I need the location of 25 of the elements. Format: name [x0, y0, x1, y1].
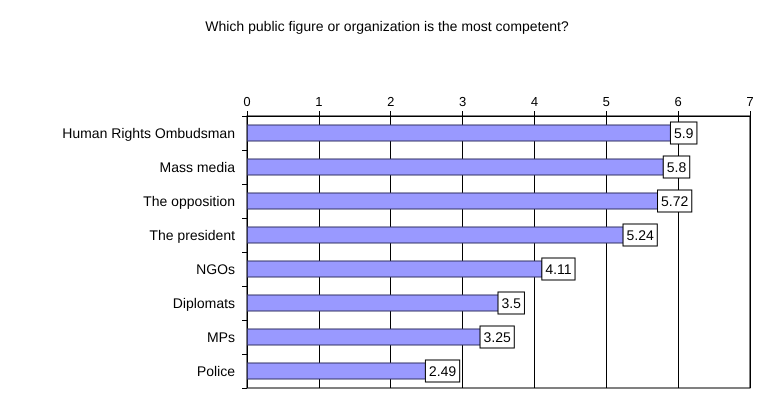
data-label: 2.49 [428, 363, 456, 379]
data-label: 3.25 [484, 329, 511, 345]
x-tick-label: 2 [387, 94, 394, 109]
y-tick-label: Mass media [160, 159, 236, 175]
x-tick-label: 3 [458, 94, 466, 109]
chart-title: Which public figure or organization is the most competent? [205, 18, 569, 34]
x-tick-label: 6 [674, 94, 682, 109]
data-label: 5.9 [674, 125, 694, 141]
data-label: 4.11 [545, 261, 572, 277]
x-tick-label: 5 [602, 94, 610, 109]
x-tick-label: 0 [243, 94, 251, 109]
data-label: 3.5 [502, 295, 522, 311]
x-tick-label: 1 [315, 94, 322, 109]
data-label: 5.8 [666, 159, 686, 175]
y-tick-label: Human Rights Ombudsman [62, 125, 235, 141]
y-tick-label: Diplomats [172, 295, 235, 311]
y-tick-label: The opposition [143, 193, 235, 209]
y-tick-label: MPs [207, 329, 235, 345]
x-tick-label: 4 [530, 94, 538, 109]
y-tick-label: Police [196, 363, 236, 379]
data-label: 5.24 [626, 227, 654, 243]
y-tick-label: The president [149, 227, 236, 243]
x-tick-label: 7 [746, 94, 754, 109]
data-label: 5.72 [661, 193, 688, 209]
y-tick-label: NGOs [196, 261, 235, 277]
